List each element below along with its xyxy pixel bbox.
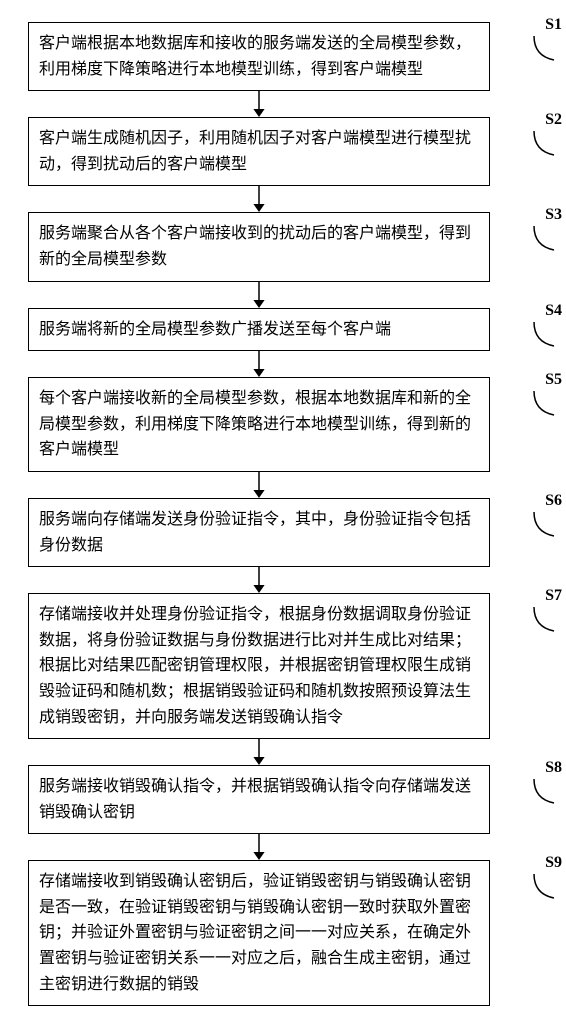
curve-connector-icon: [532, 34, 556, 62]
arrow-down-icon: [28, 91, 490, 117]
flow-box-text: 服务端将新的全局模型参数广播发送至每个客户端: [39, 321, 391, 338]
step-label: S6: [545, 492, 562, 510]
flow-box-text: 服务端向存储端发送身份验证指令，其中，身份验证指令包括身份数据: [39, 511, 471, 554]
flowchart: 客户端根据本地数据库和接收的服务端发送的全局模型参数，利用梯度下降策略进行本地模…: [28, 22, 526, 1006]
flow-step: 存储端接收到销毁确认密钥后，验证销毁密钥与销毁确认密钥是否一致，在验证销毁密钥与…: [28, 860, 526, 1006]
flow-step: 服务端将新的全局模型参数广播发送至每个客户端S4: [28, 308, 526, 352]
flow-step: 每个客户端接收新的全局模型参数，根据本地数据库和新的全局模型参数，利用梯度下降策…: [28, 377, 526, 472]
step-label: S5: [545, 371, 562, 389]
flow-box: 客户端根据本地数据库和接收的服务端发送的全局模型参数，利用梯度下降策略进行本地模…: [28, 22, 490, 91]
arrow-down-icon: [28, 351, 490, 377]
flow-box-text: 客户端根据本地数据库和接收的服务端发送的全局模型参数，利用梯度下降策略进行本地模…: [39, 35, 471, 78]
flow-box-text: 存储端接收并处理身份验证指令，根据身份数据调取身份验证数据，将身份验证数据与身份…: [39, 606, 471, 725]
flow-box: 服务端接收销毁确认指令，并根据销毁确认指令向存储端发送销毁确认密钥: [28, 765, 490, 834]
flow-step: 存储端接收并处理身份验证指令，根据身份数据调取身份验证数据，将身份验证数据与身份…: [28, 593, 526, 739]
curve-connector-icon: [532, 510, 556, 538]
arrow-down-icon: [28, 282, 490, 308]
arrow-down-icon: [28, 739, 490, 765]
flow-box: 客户端生成随机因子，利用随机因子对客户端模型进行模型扰动，得到扰动后的客户端模型: [28, 117, 490, 186]
arrow-down-icon: [28, 834, 490, 860]
curve-connector-icon: [532, 129, 556, 157]
flow-step: 客户端根据本地数据库和接收的服务端发送的全局模型参数，利用梯度下降策略进行本地模…: [28, 22, 526, 91]
step-label: S4: [545, 302, 562, 320]
step-label: S8: [545, 759, 562, 777]
step-label: S7: [545, 587, 562, 605]
curve-connector-icon: [532, 320, 556, 348]
flow-box: 服务端将新的全局模型参数广播发送至每个客户端: [28, 308, 490, 352]
curve-connector-icon: [532, 777, 556, 805]
flow-box: 每个客户端接收新的全局模型参数，根据本地数据库和新的全局模型参数，利用梯度下降策…: [28, 377, 490, 472]
curve-connector-icon: [532, 872, 556, 900]
step-label: S1: [545, 16, 562, 34]
flow-box-text: 存储端接收到销毁确认密钥后，验证销毁密钥与销毁确认密钥是否一致，在验证销毁密钥与…: [39, 873, 471, 992]
step-label: S3: [545, 206, 562, 224]
flow-box: 服务端向存储端发送身份验证指令，其中，身份验证指令包括身份数据: [28, 498, 490, 567]
curve-connector-icon: [532, 224, 556, 252]
flow-box-text: 客户端生成随机因子，利用随机因子对客户端模型进行模型扰动，得到扰动后的客户端模型: [39, 130, 471, 173]
flow-step: 服务端向存储端发送身份验证指令，其中，身份验证指令包括身份数据S6: [28, 498, 526, 567]
flow-box-text: 服务端接收销毁确认指令，并根据销毁确认指令向存储端发送销毁确认密钥: [39, 778, 471, 821]
curve-connector-icon: [532, 389, 556, 417]
flow-box-text: 服务端聚合从各个客户端接收到的扰动后的客户端模型，得到新的全局模型参数: [39, 225, 471, 268]
flow-step: 客户端生成随机因子，利用随机因子对客户端模型进行模型扰动，得到扰动后的客户端模型…: [28, 117, 526, 186]
curve-connector-icon: [532, 605, 556, 633]
flow-step: 服务端聚合从各个客户端接收到的扰动后的客户端模型，得到新的全局模型参数S3: [28, 212, 526, 281]
arrow-down-icon: [28, 567, 490, 593]
flow-box: 存储端接收并处理身份验证指令，根据身份数据调取身份验证数据，将身份验证数据与身份…: [28, 593, 490, 739]
flow-box: 服务端聚合从各个客户端接收到的扰动后的客户端模型，得到新的全局模型参数: [28, 212, 490, 281]
flow-step: 服务端接收销毁确认指令，并根据销毁确认指令向存储端发送销毁确认密钥S8: [28, 765, 526, 834]
step-label: S9: [545, 854, 562, 872]
flow-box: 存储端接收到销毁确认密钥后，验证销毁密钥与销毁确认密钥是否一致，在验证销毁密钥与…: [28, 860, 490, 1006]
arrow-down-icon: [28, 186, 490, 212]
step-label: S2: [545, 111, 562, 129]
flow-box-text: 每个客户端接收新的全局模型参数，根据本地数据库和新的全局模型参数，利用梯度下降策…: [39, 390, 471, 458]
arrow-down-icon: [28, 472, 490, 498]
